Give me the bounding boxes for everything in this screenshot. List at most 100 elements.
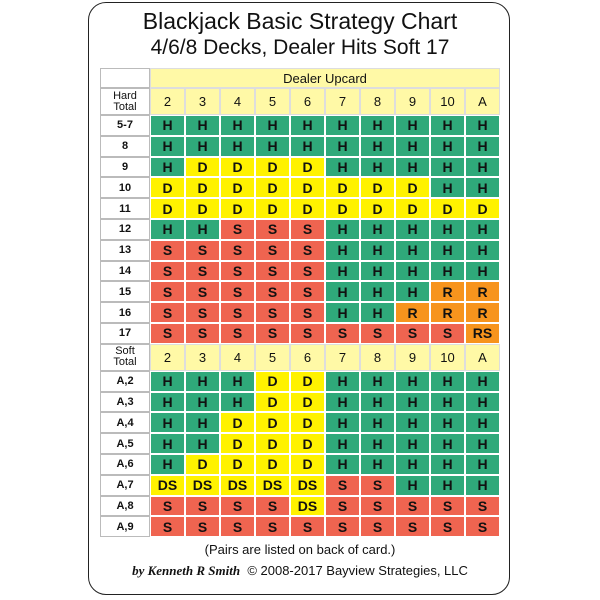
hand: A,6 — [100, 454, 150, 475]
hand: A,9 — [100, 516, 150, 538]
action-cell: H — [430, 219, 465, 240]
action-cell: S — [395, 516, 430, 538]
action-cell: S — [255, 302, 290, 323]
action-cell: S — [150, 495, 185, 517]
action-cell: S — [185, 495, 220, 517]
action-cell: S — [465, 516, 500, 538]
action-cell: D — [290, 370, 325, 392]
action-cell: S — [360, 495, 395, 517]
upcard: 7 — [325, 343, 360, 371]
action-cell: D — [220, 454, 255, 475]
action-cell: S — [185, 302, 220, 323]
action-cell: D — [255, 370, 290, 392]
upcard: 3 — [185, 88, 220, 115]
upcard: 5 — [255, 343, 290, 371]
upcard: 8 — [360, 343, 395, 371]
hand: 5-7 — [100, 115, 150, 136]
action-cell: S — [220, 302, 255, 323]
action-cell: H — [220, 391, 255, 413]
upcard: 4 — [220, 88, 255, 115]
action-cell: DS — [185, 474, 220, 496]
action-cell: H — [395, 391, 430, 413]
hand: A,2 — [100, 370, 150, 392]
action-cell: D — [360, 198, 395, 219]
action-cell: D — [325, 198, 360, 219]
action-cell: S — [395, 495, 430, 517]
action-cell: H — [430, 433, 465, 454]
action-cell: R — [430, 281, 465, 303]
action-cell: D — [395, 177, 430, 199]
author: by Kenneth R Smith — [132, 563, 241, 578]
upcard: 8 — [360, 88, 395, 115]
action-cell: H — [325, 239, 360, 261]
action-cell: S — [220, 516, 255, 538]
hand: 13 — [100, 239, 150, 261]
action-cell: H — [430, 391, 465, 413]
action-cell: S — [220, 260, 255, 282]
action-cell: DS — [255, 474, 290, 496]
action-cell: H — [395, 433, 430, 454]
action-cell: DS — [150, 474, 185, 496]
hand: A,7 — [100, 474, 150, 496]
action-cell: D — [255, 156, 290, 178]
action-cell: H — [430, 156, 465, 178]
action-cell: D — [220, 433, 255, 454]
action-cell: R — [465, 281, 500, 303]
action-cell: S — [255, 495, 290, 517]
action-cell: S — [290, 260, 325, 282]
action-cell: S — [150, 260, 185, 282]
action-cell: H — [395, 219, 430, 240]
action-cell: H — [185, 370, 220, 392]
action-cell: S — [185, 323, 220, 344]
upcard: 9 — [395, 88, 430, 115]
upcard: A — [465, 343, 500, 371]
action-cell: R — [430, 302, 465, 323]
action-cell: R — [465, 302, 500, 323]
action-cell: H — [325, 115, 360, 136]
action-cell: S — [255, 239, 290, 261]
action-cell: H — [290, 135, 325, 157]
action-cell: H — [325, 391, 360, 413]
action-cell: H — [360, 412, 395, 434]
action-cell: H — [395, 454, 430, 475]
action-cell: S — [220, 219, 255, 240]
action-cell: H — [465, 433, 500, 454]
action-cell: H — [465, 177, 500, 199]
action-cell: D — [465, 198, 500, 219]
action-cell: H — [430, 135, 465, 157]
action-cell: H — [430, 177, 465, 199]
action-cell: S — [360, 516, 395, 538]
action-cell: D — [185, 198, 220, 219]
action-cell: RS — [465, 323, 500, 344]
action-cell: H — [150, 433, 185, 454]
action-cell: S — [360, 323, 395, 344]
action-cell: H — [465, 115, 500, 136]
action-cell: S — [290, 219, 325, 240]
action-cell: H — [465, 454, 500, 475]
action-cell: H — [360, 391, 395, 413]
action-cell: D — [185, 156, 220, 178]
action-cell: S — [430, 323, 465, 344]
upcard: 10 — [430, 88, 465, 115]
action-cell: H — [360, 219, 395, 240]
footer-note: (Pairs are listed on back of card.) — [204, 542, 396, 557]
action-cell: H — [325, 370, 360, 392]
upcard: 3 — [185, 343, 220, 371]
action-cell: H — [360, 454, 395, 475]
action-cell: H — [325, 156, 360, 178]
action-cell: H — [430, 115, 465, 136]
action-cell: S — [185, 260, 220, 282]
action-cell: H — [220, 370, 255, 392]
action-cell: DS — [220, 474, 255, 496]
action-cell: H — [430, 370, 465, 392]
action-cell: H — [360, 135, 395, 157]
action-cell: H — [395, 115, 430, 136]
action-cell: R — [395, 302, 430, 323]
action-cell: H — [185, 135, 220, 157]
action-cell: S — [290, 239, 325, 261]
action-cell: H — [465, 156, 500, 178]
action-cell: H — [325, 135, 360, 157]
hand: A,8 — [100, 495, 150, 517]
action-cell: S — [150, 323, 185, 344]
action-cell: H — [185, 391, 220, 413]
